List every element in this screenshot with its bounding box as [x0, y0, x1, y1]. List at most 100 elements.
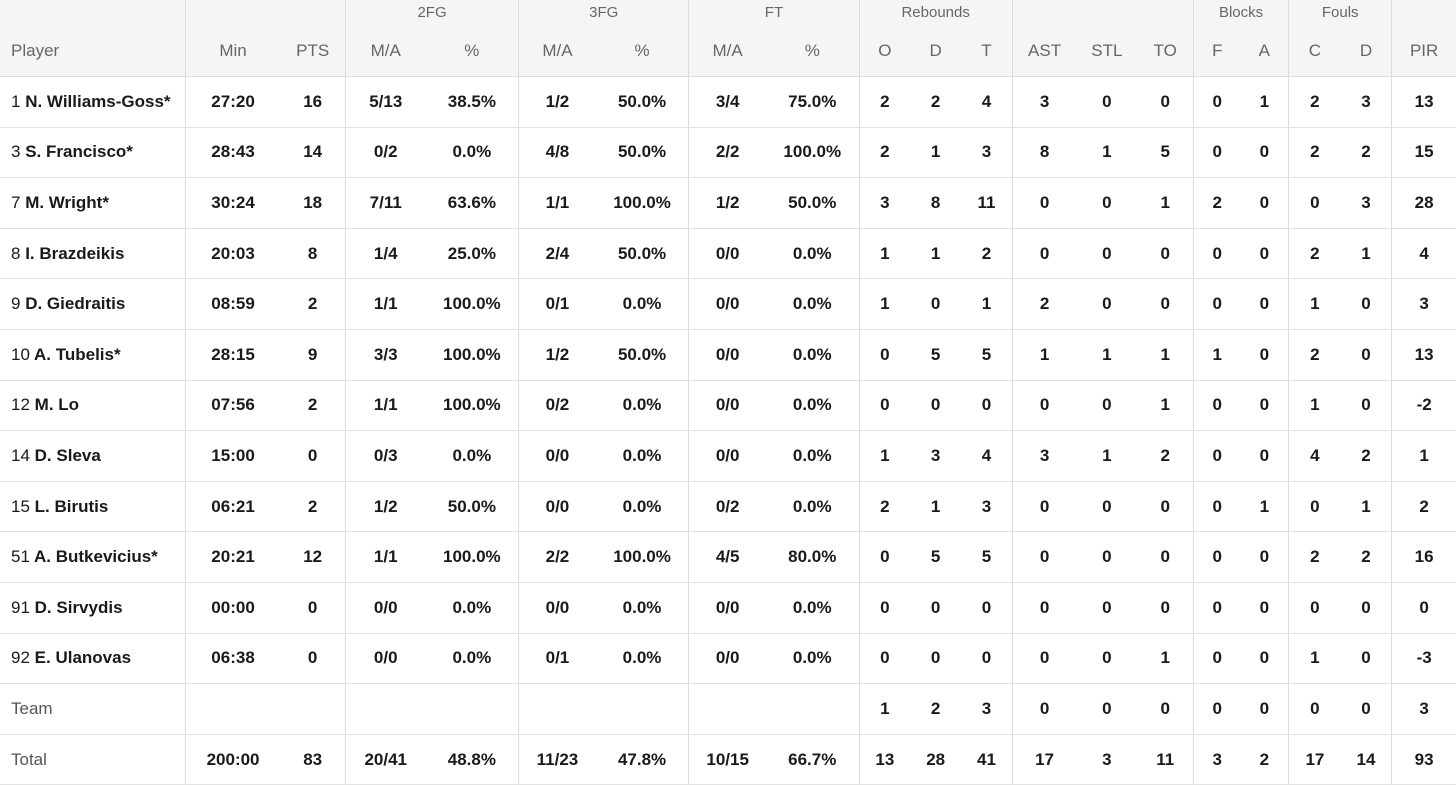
cell-stl: 0 [1076, 380, 1138, 432]
col-header-reb-d[interactable]: D [910, 25, 962, 77]
table-row: 14 D. Sleva 15:00 0 0/3 0.0% 0/0 0.0% 0/0 0.0% 1 3… [0, 430, 1456, 482]
group-header-blank [1391, 0, 1456, 25]
player-cell[interactable]: 14 D. Sleva [0, 430, 186, 482]
player-name-link[interactable]: I. Brazdeikis [25, 243, 125, 263]
player-number: 15 [11, 496, 30, 516]
cell-reb-o: 0 [859, 633, 911, 685]
player-cell[interactable]: 10 A. Tubelis* [0, 329, 186, 381]
col-header-ast[interactable]: AST [1012, 25, 1077, 77]
col-header-blk-f[interactable]: F [1193, 25, 1241, 77]
cell-reb-d: 0 [910, 380, 962, 432]
player-name-link[interactable]: D. Sirvydis [34, 597, 123, 617]
cell-fg3-pct: 47.8% [595, 734, 690, 785]
col-header-ft-ma[interactable]: M/A [688, 25, 766, 77]
cell-fg3-pct: 0.0% [595, 481, 690, 533]
player-cell[interactable]: 7 M. Wright* [0, 177, 186, 229]
cell-ast: 0 [1012, 633, 1077, 685]
cell-fg2-pct: 100.0% [425, 380, 520, 432]
cell-foul-c: 1 [1288, 380, 1341, 432]
cell-reb-o: 1 [859, 683, 911, 735]
cell-foul-c: 0 [1288, 177, 1341, 229]
player-cell[interactable]: 15 L. Birutis [0, 481, 186, 533]
table-row: 15 L. Birutis 06:21 2 1/2 50.0% 0/0 0.0% 0/2 0.0… [0, 481, 1456, 533]
table-row: 91 D. Sirvydis 00:00 0 0/0 0.0% 0/0 0.0% 0/0 0.0… [0, 582, 1456, 634]
col-header-min[interactable]: Min [185, 25, 281, 77]
cell-pts: 14 [280, 127, 346, 179]
cell-foul-c: 0 [1288, 481, 1341, 533]
player-number: 3 [11, 142, 21, 162]
cell-pir: 16 [1391, 531, 1456, 583]
player-name-link[interactable]: L. Birutis [34, 496, 109, 516]
cell-blk-f: 0 [1193, 278, 1241, 330]
player-cell[interactable]: 92 E. Ulanovas [0, 633, 186, 685]
player-name-link[interactable]: A. Tubelis* [34, 344, 121, 364]
cell-reb-o: 2 [859, 481, 911, 533]
player-name-link[interactable]: S. Francisco* [25, 142, 133, 162]
cell-reb-o: 0 [859, 531, 911, 583]
total-row: Total 200:00 83 20/41 48.8% 11/23 47.8% 10/15 66… [0, 734, 1456, 785]
cell-reb-t: 41 [961, 734, 1013, 785]
cell-stl: 0 [1076, 177, 1138, 229]
player-name-link[interactable]: E. Ulanovas [34, 648, 132, 668]
cell-fg3-ma: 4/8 [518, 127, 596, 179]
cell-min: 00:00 [185, 582, 281, 634]
cell-pts: 9 [280, 329, 346, 381]
cell-ft-ma: 0/0 [688, 228, 766, 280]
player-name-link[interactable]: N. Williams-Goss* [25, 91, 171, 111]
cell-blk-a: 0 [1240, 177, 1290, 229]
col-header-3fg-ma[interactable]: M/A [518, 25, 596, 77]
cell-foul-d: 2 [1340, 430, 1393, 482]
cell-ft-ma: 0/2 [688, 481, 766, 533]
cell-fg2-pct: 100.0% [425, 531, 520, 583]
cell-pir: 3 [1391, 278, 1456, 330]
player-cell[interactable]: 91 D. Sirvydis [0, 582, 186, 634]
col-header-2fg-ma[interactable]: M/A [345, 25, 426, 77]
player-cell[interactable]: 1 N. Williams-Goss* [0, 76, 186, 128]
col-header-2fg-pct[interactable]: % [425, 25, 520, 77]
cell-blk-a: 0 [1240, 329, 1290, 381]
col-header-foul-d[interactable]: D [1340, 25, 1393, 77]
cell-ft-pct: 75.0% [765, 76, 860, 128]
col-header-stl[interactable]: STL [1076, 25, 1138, 77]
col-header-3fg-pct[interactable]: % [595, 25, 690, 77]
cell-fg2-ma: 1/1 [345, 531, 426, 583]
player-name-link[interactable]: D. Giedraitis [25, 294, 126, 314]
col-header-reb-t[interactable]: T [961, 25, 1013, 77]
player-cell[interactable]: 51 A. Butkevicius* [0, 531, 186, 583]
cell-pts: 16 [280, 76, 346, 128]
cell-foul-c: 4 [1288, 430, 1341, 482]
cell-min: 20:21 [185, 531, 281, 583]
col-header-ft-pct[interactable]: % [765, 25, 860, 77]
cell-blk-a: 0 [1240, 633, 1290, 685]
player-name-link[interactable]: A. Butkevicius* [34, 547, 158, 567]
player-name-link[interactable]: M. Wright* [25, 192, 109, 212]
cell-fg2-ma: 5/13 [345, 76, 426, 128]
cell-reb-t: 0 [961, 380, 1013, 432]
cell-to: 2 [1137, 430, 1195, 482]
cell-min: 20:03 [185, 228, 281, 280]
col-header-foul-c[interactable]: C [1288, 25, 1341, 77]
player-cell[interactable]: 9 D. Giedraitis [0, 278, 186, 330]
col-header-to[interactable]: TO [1137, 25, 1195, 77]
col-header-blk-a[interactable]: A [1240, 25, 1290, 77]
player-name-link[interactable]: D. Sleva [34, 445, 101, 465]
cell-to: 0 [1137, 582, 1195, 634]
cell-stl: 0 [1076, 582, 1138, 634]
col-header-pts[interactable]: PTS [280, 25, 346, 77]
cell-fg3-ma: 0/0 [518, 430, 596, 482]
group-header-ft: FT [688, 0, 860, 25]
group-header-blank [0, 0, 186, 25]
player-cell[interactable]: 3 S. Francisco* [0, 127, 186, 179]
cell-reb-o: 0 [859, 582, 911, 634]
player-name-link[interactable]: M. Lo [34, 395, 80, 415]
col-header-pir[interactable]: PIR [1391, 25, 1456, 77]
cell-fg2-ma: 0/2 [345, 127, 426, 179]
player-cell[interactable]: 12 M. Lo [0, 380, 186, 432]
cell-blk-f: 0 [1193, 430, 1241, 482]
cell-blk-f: 0 [1193, 633, 1241, 685]
col-header-reb-o[interactable]: O [859, 25, 911, 77]
cell-fg3-ma: 0/0 [518, 582, 596, 634]
player-cell[interactable]: 8 I. Brazdeikis [0, 228, 186, 280]
total-label: Total [0, 734, 186, 785]
col-header-player[interactable]: Player [0, 25, 186, 77]
